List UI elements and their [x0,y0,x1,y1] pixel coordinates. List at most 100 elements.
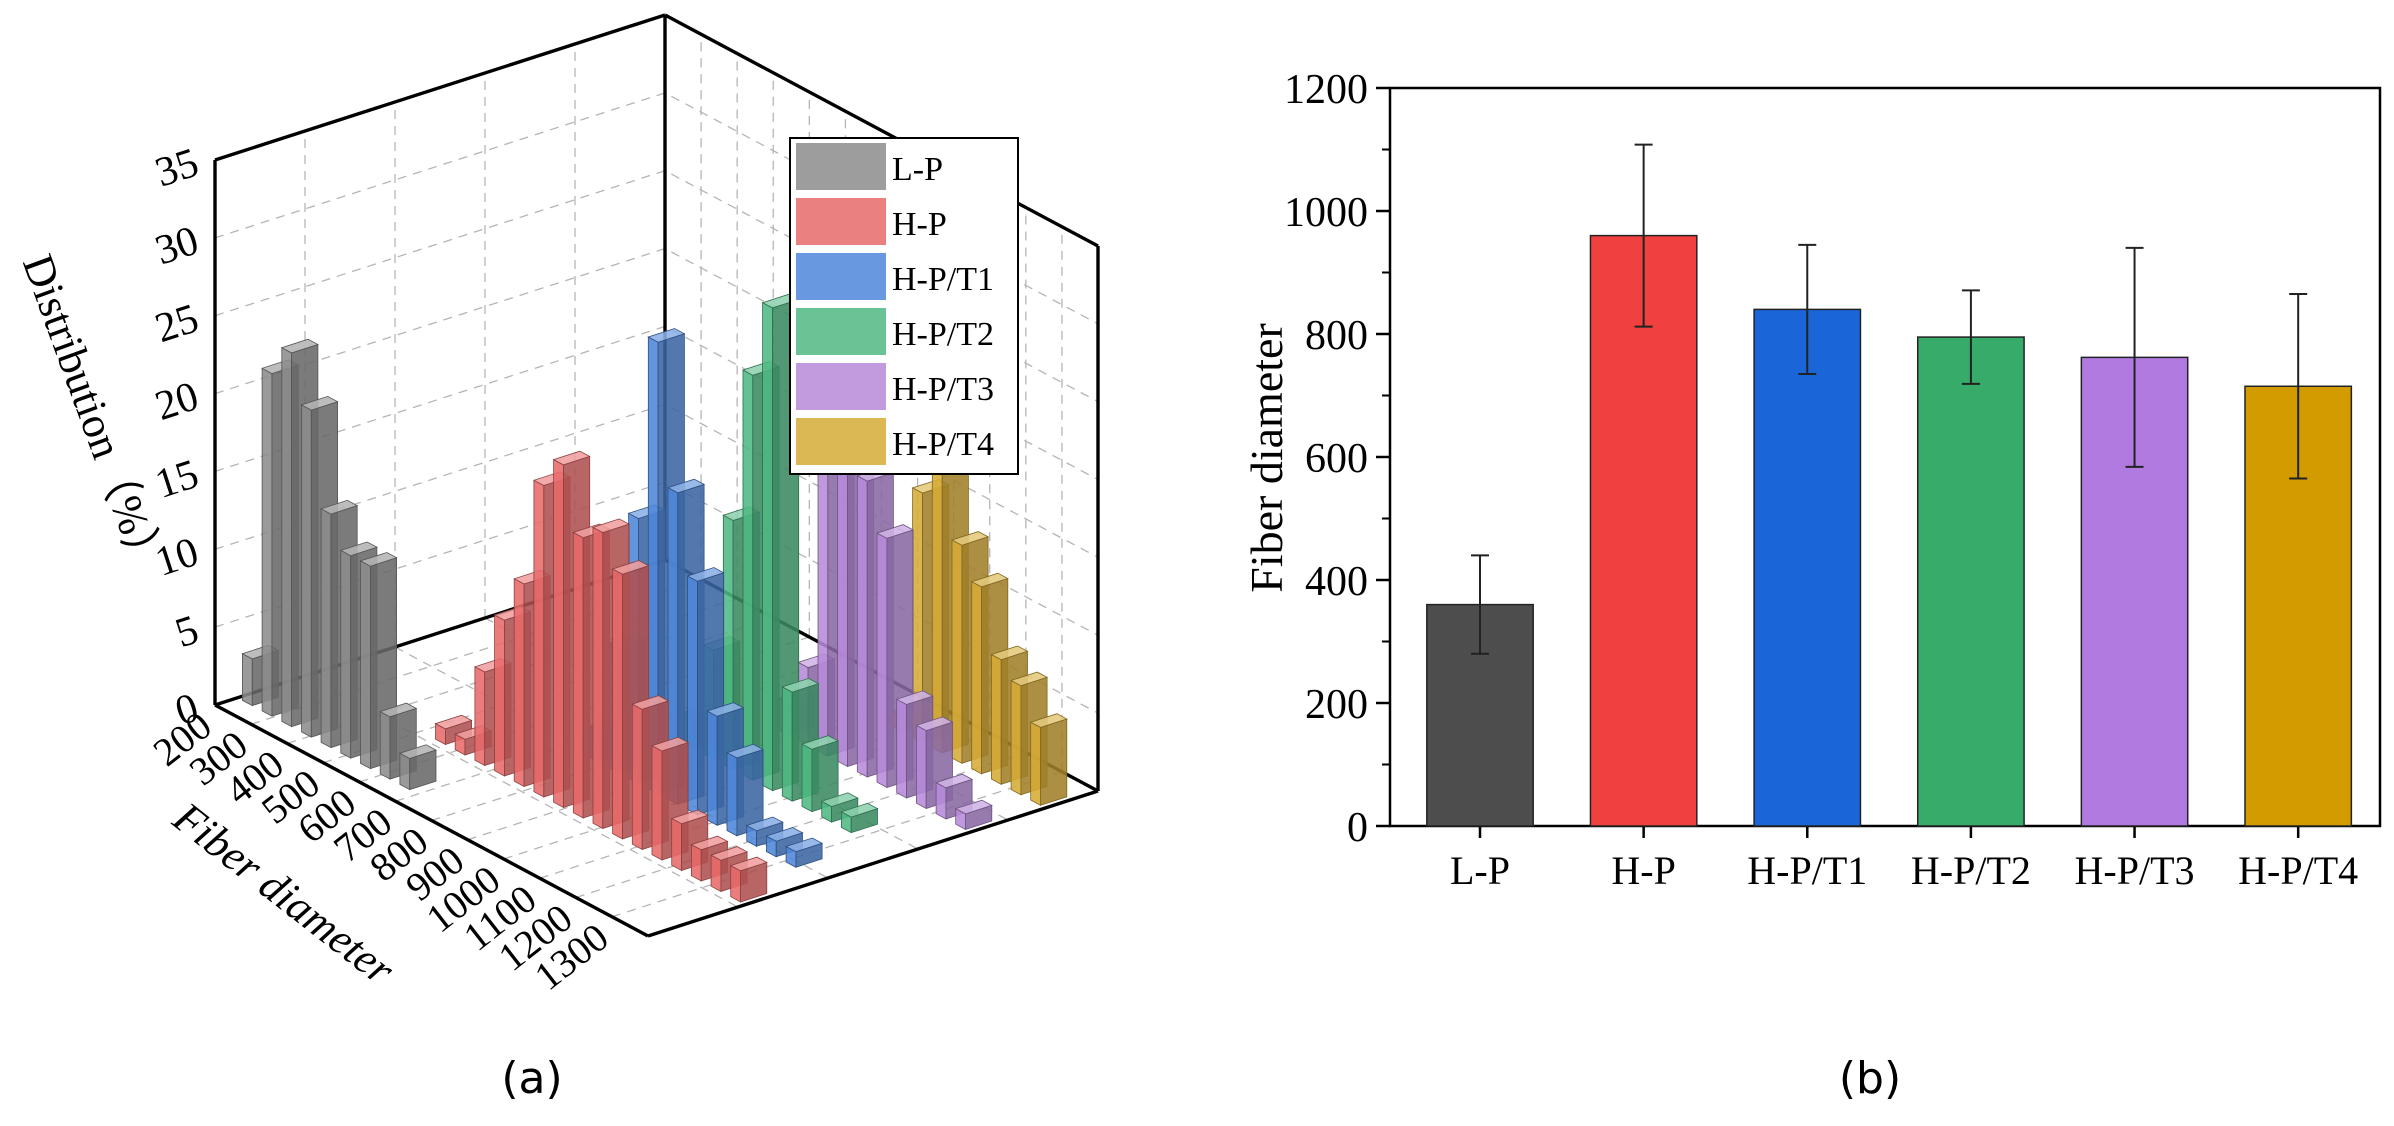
bar-face [671,817,682,872]
bar-face [896,698,907,799]
bar-face [1030,721,1041,806]
bar-top [915,716,954,732]
bar-face [856,475,868,778]
bar-face [935,781,947,820]
bar-face [612,568,623,840]
bar-face [726,752,738,837]
legend: L-P H-P H-P/T1 H-P/T2 H-P/T3 H-P/T4 [789,137,1019,475]
bar-top [990,645,1029,661]
x-tick-labels: L-P H-P H-P/T1 H-P/T2 H-P/T3 H-P/T4 [1450,848,2358,893]
bar-top [781,677,820,693]
z-tick-label: 25 [150,295,204,352]
z-tick-label: 15 [150,451,204,508]
bar-top [300,395,339,411]
bar-face [572,531,584,819]
x-tick-label: H-P/T2 [1911,848,2031,893]
axis-edge [647,789,1099,938]
plot-frame [1376,86,2382,838]
axis-edge [214,13,666,162]
legend-label: H-P/T3 [892,371,994,408]
panel-label-a: (a) [501,1053,562,1104]
x-tick-label: H-P [1611,848,1675,893]
bar-top [950,531,990,546]
z-axis-label: Distribution（%） [13,248,174,582]
bar-L-P [1426,603,1534,827]
error-bars [1471,143,2308,655]
3d-bars [241,293,1068,903]
bar-top [591,518,631,534]
bar-face [399,752,411,791]
bar-top [611,560,650,575]
legend-label: H-P/T1 [892,261,994,298]
bar-H-P/T4 [2244,385,2353,827]
bar-top [398,744,438,759]
bar-top [320,499,359,515]
bar-face [971,581,982,775]
error-bar-H-P/T2 [1961,289,1980,385]
error-bar-L-P [1471,554,1489,655]
y-tick-label: 0 [1347,805,1368,851]
bar-top [650,736,690,752]
bar-face [706,710,718,826]
legend-swatch [796,253,886,300]
bar-face [876,532,888,789]
bar-top [552,450,591,466]
bar-face [494,614,505,777]
y-tick-label: 1200 [1284,67,1368,113]
error-bar-H-P/T1 [1798,243,1817,375]
axis-edge [664,13,1099,248]
legend-swatch [796,418,886,465]
bar-H-P-21 [729,856,768,903]
bar-face [241,653,253,707]
bar-H-P/T1-17 [725,743,765,837]
y-tick-label: 200 [1305,682,1368,728]
y-tick-label: 400 [1305,559,1368,605]
bar-top [1029,713,1068,728]
bar-face [801,743,813,813]
bar-top [745,816,784,832]
error-bar-H-P/T4 [2289,293,2308,480]
bar-face [301,404,312,738]
axis-edge [214,703,649,938]
bar-top [706,702,745,717]
bar-H-P/T2-19 [840,802,879,834]
x-tick-label: H-P/T4 [2238,848,2358,893]
plot-frame-rect [1388,86,2382,828]
bar-face [817,438,829,757]
bar-face [710,854,722,893]
bar-top [379,702,418,718]
bar-top [729,856,768,872]
bars [1426,234,2353,827]
y-tick-label: 600 [1305,436,1368,482]
bar-top [666,478,706,494]
bar-top [647,328,686,343]
bar-face [781,686,793,802]
bar-top [820,792,859,808]
bar-side [1040,718,1068,806]
bar-face [762,302,773,792]
bar-top [670,809,709,825]
bar-H-P/T2-15 [761,293,800,792]
bar-face [991,653,1002,785]
bar-top [434,714,473,730]
bar-face [281,347,293,728]
legend-label: L-P [892,151,943,188]
bar-H-P/T1-20 [785,837,824,868]
bar-face [742,369,754,781]
bar-top [280,338,319,354]
bar-H-P/T3 [2080,356,2189,827]
bar-face [931,466,943,754]
bar-top [631,695,670,710]
bar-face [687,575,698,816]
bar-top [690,835,729,851]
bar-face [691,843,702,882]
legend-swatch [796,363,886,410]
z-tick-label: 20 [150,373,204,430]
bar-top [359,552,398,567]
bar-H-P/T2-18 [820,792,859,823]
legend-label: H-P/T2 [892,316,994,353]
bar-H-P/T2 [1916,336,2025,827]
bar-L-P-8 [398,744,438,791]
bar-top [785,837,824,853]
